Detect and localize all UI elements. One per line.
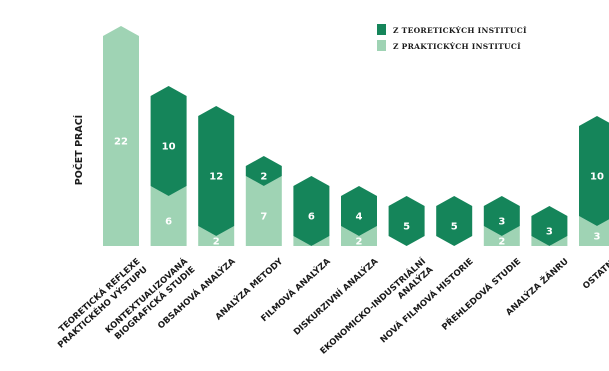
bar-8-practical-value: 2 [498,237,505,248]
category-label-line: OSTATNÍ [580,255,609,291]
bar-1-theoretical [150,86,187,196]
y-axis-label-text: POČET PRACÍ [73,114,85,185]
bar-5-theoretical-value: 4 [356,212,363,223]
category-label-8: PŘEHLEDOVÁ STUDIE [439,255,523,333]
legend-item-theoretical: Z TEORETICKÝCH INSTITUCÍ [377,24,527,35]
legend-swatch-theoretical [377,24,386,35]
bar-2-theoretical-value: 12 [209,172,223,183]
bar-1-practical [150,186,187,246]
bar-6-theoretical-value: 5 [403,222,410,233]
bar-1-practical-value: 6 [165,217,172,228]
bar-7-theoretical-value: 5 [451,222,458,233]
bars: 22 6 10 2 12 7 2 1 6 2 4 5 5 2 3 1 3 3 10 [103,26,609,253]
category-label-10: OSTATNÍ [580,255,609,291]
category-label-line: PŘEHLEDOVÁ STUDIE [439,255,523,333]
bar-9-theoretical-value: 3 [546,227,553,238]
bar-10-theoretical [579,116,609,226]
bar-7-theoretical [436,196,473,246]
legend: Z TEORETICKÝCH INSTITUCÍ Z PRAKTICKÝCH I… [377,24,527,51]
category-label-5: DISKURZIVNÍ ANALÝZA [291,255,381,338]
bar-3-theoretical [245,156,282,186]
bar-9-theoretical [531,206,568,246]
bar-4-theoretical [293,176,330,246]
bar-3-theoretical-value: 2 [260,172,267,183]
bar-10-theoretical-value: 10 [590,172,604,183]
bar-4-practical-value: 1 [308,242,315,253]
bar-5-theoretical [341,186,377,236]
legend-swatch-practical [377,40,386,51]
bar-4-practical [293,236,330,246]
bar-1-theoretical-value: 10 [162,142,176,153]
bar-0-practical-value: 22 [114,137,128,148]
bar-5-practical-value: 2 [356,237,363,248]
bar-8-theoretical [483,196,520,236]
bar-0-practical [103,26,139,246]
y-axis-label: POČET PRACÍ [73,114,85,185]
bar-4-theoretical-value: 6 [308,212,315,223]
bar-3-practical [245,176,282,246]
legend-item-practical: Z PRAKTICKÝCH INSTITUCÍ [377,40,521,51]
bar-10-practical-value: 3 [594,232,601,243]
legend-label-practical: Z PRAKTICKÝCH INSTITUCÍ [393,42,521,51]
bar-9-practical-value: 1 [546,242,553,253]
bar-3-practical-value: 7 [260,212,267,223]
bar-8-theoretical-value: 3 [498,217,505,228]
bar-6-theoretical [388,196,425,246]
category-label-line: DISKURZIVNÍ ANALÝZA [291,255,381,338]
bar-2-theoretical [198,106,235,236]
legend-label-theoretical: Z TEORETICKÝCH INSTITUCÍ [393,26,527,35]
bar-2-practical-value: 2 [213,237,220,248]
bar-9-practical [531,236,568,246]
